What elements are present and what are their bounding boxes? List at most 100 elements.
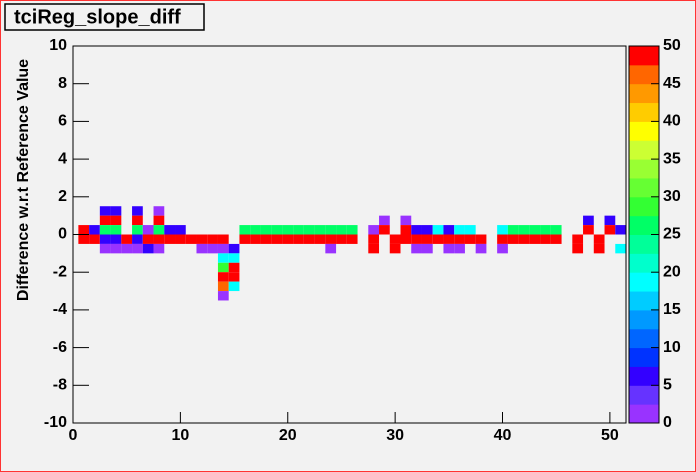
heat-cell xyxy=(497,243,508,254)
heat-cell xyxy=(271,225,283,235)
heat-cell xyxy=(336,234,347,244)
heat-cell xyxy=(475,243,487,254)
heat-cell xyxy=(368,225,380,235)
heat-cell xyxy=(89,225,100,235)
heat-cell xyxy=(421,225,433,235)
palette-box xyxy=(629,272,659,292)
y-tick-label: 4 xyxy=(58,150,67,167)
heat-cell xyxy=(507,234,519,244)
palette-box xyxy=(629,177,659,198)
heat-cell xyxy=(239,234,251,244)
palette-box xyxy=(629,385,659,405)
heat-cell xyxy=(110,225,122,235)
heat-cell xyxy=(325,225,337,235)
y-tick-label: 0 xyxy=(58,226,67,243)
palette-box xyxy=(629,234,659,254)
palette-box xyxy=(629,291,659,311)
z-tick-label: 0 xyxy=(663,414,672,431)
palette-box xyxy=(629,140,659,160)
y-tick-label: -6 xyxy=(53,339,67,356)
heat-cell xyxy=(196,234,208,244)
heat-cell xyxy=(132,215,143,226)
heat-cell xyxy=(196,243,208,254)
x-tick-label: 10 xyxy=(171,427,189,444)
heat-cell xyxy=(121,243,133,254)
heat-cell xyxy=(228,243,240,254)
palette-box xyxy=(629,102,659,122)
heat-cell xyxy=(89,234,100,244)
heat-cell xyxy=(454,234,465,244)
heat-cell xyxy=(78,234,90,244)
heat-cell xyxy=(99,243,111,254)
heat-cell xyxy=(164,225,176,235)
heat-cell xyxy=(540,234,551,244)
palette-box xyxy=(629,347,659,367)
heat-cell xyxy=(540,225,551,235)
heat-cell xyxy=(250,234,261,244)
heat-cell xyxy=(153,206,165,216)
z-tick-label: 5 xyxy=(663,377,672,394)
heat-cell xyxy=(217,281,229,292)
heat-cell xyxy=(432,225,444,235)
y-tick-label: -8 xyxy=(53,377,67,394)
y-tick-label: 8 xyxy=(58,75,67,92)
palette-box xyxy=(629,215,659,235)
heat-cell xyxy=(239,225,251,235)
y-tick-label: 6 xyxy=(58,113,67,130)
heat-cell xyxy=(314,225,326,235)
heat-cell xyxy=(153,234,165,244)
heat-cell xyxy=(228,272,240,282)
heat-cell xyxy=(604,225,616,235)
heat-cell xyxy=(282,234,294,244)
heat-cell xyxy=(497,225,508,235)
heat-cell xyxy=(464,234,476,244)
palette-box xyxy=(629,83,659,104)
x-tick-label: 20 xyxy=(279,427,297,444)
heat-cell xyxy=(142,225,154,235)
heat-cell xyxy=(411,225,422,235)
y-tick-label: -4 xyxy=(53,301,67,318)
heat-cell xyxy=(314,234,326,244)
heat-cell xyxy=(572,234,584,244)
heat-cell xyxy=(217,234,229,244)
palette-box xyxy=(629,159,659,179)
z-tick-label: 35 xyxy=(663,150,681,167)
heat-cell xyxy=(400,234,412,244)
heat-cell xyxy=(132,225,143,235)
heat-cell xyxy=(99,225,111,235)
heat-cell xyxy=(99,206,111,216)
heat-cell xyxy=(379,225,390,235)
x-tick-label: 30 xyxy=(386,427,404,444)
heat-cell xyxy=(368,234,380,244)
heat-cell xyxy=(121,234,133,244)
heat-cell xyxy=(593,243,605,254)
heat-cell xyxy=(529,234,541,244)
heat-cell xyxy=(142,243,154,254)
heat-cell xyxy=(228,281,240,292)
heat-cell xyxy=(99,215,111,226)
heat-cell xyxy=(346,225,358,235)
heat-cell xyxy=(615,225,626,235)
heat-cell xyxy=(604,215,616,226)
heat-cell xyxy=(583,225,594,235)
y-tick-label: -2 xyxy=(53,263,67,280)
heat-cell xyxy=(99,234,111,244)
heat-cell xyxy=(325,243,337,254)
heat-cell xyxy=(593,234,605,244)
palette-box xyxy=(629,404,659,424)
heat-cell xyxy=(293,234,304,244)
title-box xyxy=(4,3,205,31)
heat-cell xyxy=(303,234,315,244)
heat-cell xyxy=(132,206,143,216)
y-tick-label: 10 xyxy=(49,37,67,54)
heat-cell xyxy=(421,234,433,244)
heat-cell xyxy=(271,234,283,244)
heat-cell xyxy=(217,243,229,254)
heat-cell xyxy=(110,234,122,244)
heat-cell xyxy=(400,225,412,235)
heat-cell xyxy=(454,225,465,235)
palette-box xyxy=(629,328,659,349)
heat-cell xyxy=(346,234,358,244)
z-tick-label: 15 xyxy=(663,301,681,318)
